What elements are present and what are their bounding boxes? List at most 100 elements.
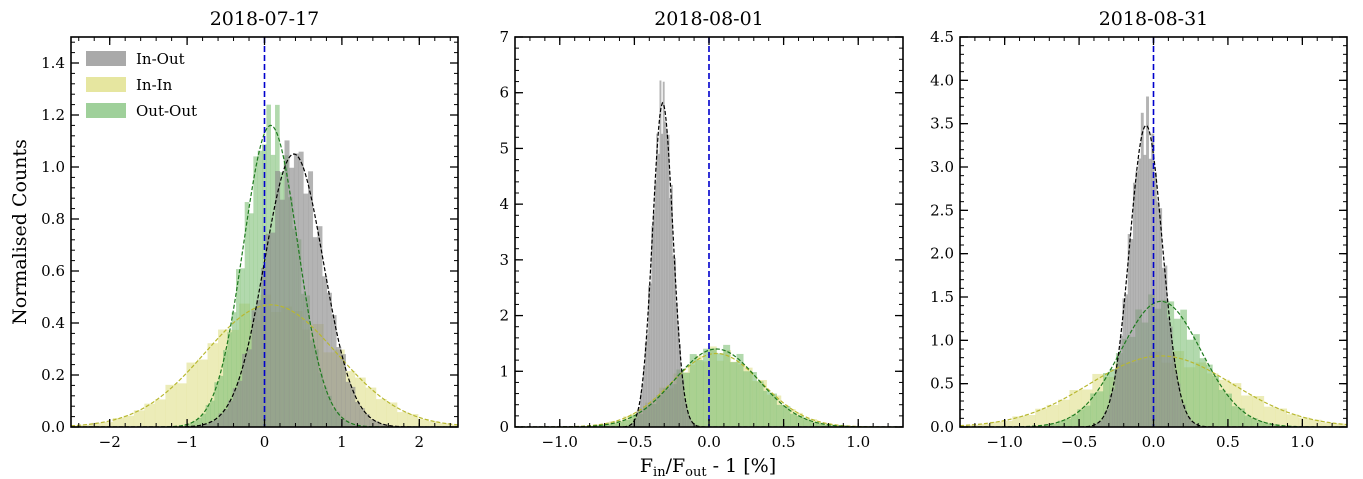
hist-bar-in-out-19	[1140, 112, 1144, 427]
hist-bar-in-out-28	[1164, 265, 1168, 427]
hist-bar-in-in-15	[207, 343, 219, 427]
hist-bar-out-out-36	[816, 423, 824, 427]
fit-curve-in-in	[71, 304, 458, 427]
hist-bar-in-out-34	[355, 401, 361, 427]
hist-bar-in-in-4	[91, 422, 103, 427]
hist-bar-in-out-2	[204, 423, 210, 427]
hist-bar-out-out-27	[756, 381, 764, 427]
hist-bar-out-out-23	[1173, 318, 1181, 427]
hist-bar-in-out-18	[279, 199, 285, 427]
hist-bar-in-out-2	[631, 423, 634, 427]
hist-bar-in-out-25	[1156, 201, 1160, 427]
hist-bar-out-out-28	[1205, 364, 1213, 427]
hist-bar-in-in-9	[144, 403, 156, 427]
hist-bar-out-out-4	[1051, 423, 1059, 427]
panel-3: −1.0 −0.5 0.0 0.5 1.0 0.0 0.5 1.0 1.5 2.0 2.5 3.0 3.…	[930, 8, 1348, 451]
hist-bar-in-out-9	[643, 368, 646, 427]
hist-bar-in-in-12	[175, 383, 187, 427]
hist-bar-out-out-16	[683, 372, 691, 427]
hist-bar-out-out-32	[1231, 406, 1239, 427]
x-tick-label: −0.5	[616, 433, 652, 451]
hist-bar-out-out-32	[790, 413, 797, 427]
hist-bar-in-in-7	[123, 415, 135, 427]
hist-bar-out-out-8	[629, 415, 637, 427]
hist-bar-in-out-35	[685, 403, 688, 427]
hist-bar-in-out-3	[209, 421, 215, 427]
y-tick-label: 4.0	[930, 71, 954, 89]
hist-bar-in-out-20	[1143, 154, 1147, 427]
hist-bar-in-out-37	[688, 417, 691, 427]
hist-bar-in-out-23	[303, 193, 309, 427]
hist-bar-in-out-25	[669, 198, 672, 427]
hist-bar-in-out-9	[237, 380, 243, 427]
hist-bar-in-out-19	[659, 80, 662, 427]
hist-bar-in-out-32	[680, 372, 683, 427]
hist-bar-in-in-10	[154, 399, 166, 427]
hist-bar-in-out-38	[1190, 421, 1194, 427]
panel-title: 2018-08-31	[1099, 8, 1209, 30]
hist-bar-in-in-35	[1320, 422, 1333, 427]
hist-bar-in-out-1	[1093, 424, 1097, 427]
hist-bar-in-out-31	[678, 343, 681, 427]
hist-bar-out-out-33	[1238, 408, 1245, 427]
hist-bar-in-out-30	[336, 347, 342, 427]
hist-bar-in-in-36	[428, 421, 440, 427]
hist-bar-in-in-6	[989, 421, 1002, 427]
hist-bar-in-out-24	[308, 171, 314, 427]
hist-bar-out-out-12	[1103, 373, 1110, 427]
hist-bar-out-out-2	[188, 423, 193, 427]
x-tick-label: 0.5	[1216, 433, 1240, 451]
hist-bar-in-in-14	[197, 359, 208, 427]
hist-bar-in-in-10	[1035, 408, 1047, 427]
hist-bar-in-in-32	[1286, 414, 1299, 427]
hist-bar-out-out-31	[783, 406, 791, 427]
hist-bar-in-out-20	[661, 133, 664, 427]
y-tick-label: 4.5	[930, 28, 954, 46]
y-axis-label: Normalised Counts	[9, 139, 31, 325]
hist-bar-in-out-39	[1193, 423, 1197, 427]
hist-bar-in-out-22	[1148, 158, 1152, 427]
hist-bar-in-out-20	[289, 167, 295, 427]
hist-bar-in-out-35	[359, 408, 365, 427]
y-tick-label: 2.5	[930, 201, 954, 219]
hist-bar-out-out-28	[763, 390, 771, 427]
hist-bar-in-out-33	[682, 378, 685, 427]
hist-bar-in-in-5	[102, 421, 114, 427]
hist-bar-out-out-1	[184, 424, 189, 427]
legend-label-in-out: In-Out	[136, 50, 185, 68]
hist-bar-out-out-17	[253, 156, 258, 427]
hist-bar-out-out-25	[1186, 339, 1194, 427]
hist-bar-in-out-16	[654, 181, 657, 427]
x-tick-label: 0	[260, 433, 270, 451]
hist-bar-in-out-24	[667, 134, 670, 427]
hist-bar-out-out-29	[1212, 375, 1220, 427]
hist-bar-in-in-5	[978, 423, 990, 427]
hist-bar-in-in-3	[81, 424, 93, 427]
hist-bar-out-out-33	[796, 416, 804, 427]
hist-bar-in-in-34	[1309, 419, 1322, 427]
hist-bar-in-out-7	[228, 400, 234, 427]
hist-bar-out-out-7	[210, 400, 215, 427]
legend: In-Out In-In Out-Out	[86, 50, 197, 120]
hist-bar-in-out-15	[265, 233, 271, 427]
hist-bar-out-out-10	[1090, 393, 1097, 427]
hist-bar-in-in-12	[1058, 399, 1070, 427]
hist-bar-in-out-21	[293, 153, 299, 427]
hist-bar-out-out-12	[231, 312, 237, 427]
x-axis-label-main: F	[640, 455, 653, 477]
x-axis-label-mid: /F	[666, 455, 686, 477]
hist-bar-out-out-8	[214, 382, 219, 427]
y-tick-label: 0.0	[41, 418, 65, 436]
hist-bar-out-out-26	[749, 372, 757, 427]
hist-bar-in-out-31	[1172, 354, 1176, 427]
hist-bar-in-out-34	[1180, 400, 1184, 427]
hist-bar-out-out-26	[1193, 334, 1200, 427]
hist-bar-out-out-6	[1064, 418, 1072, 427]
hist-bar-in-out-14	[1127, 234, 1131, 427]
hist-bar-in-in-13	[1069, 390, 1082, 427]
hist-bar-in-out-12	[648, 285, 651, 427]
hist-bar-in-out-17	[1135, 171, 1139, 427]
hist-bar-in-out-18	[657, 153, 660, 427]
y-tick-label: 6	[499, 84, 509, 102]
